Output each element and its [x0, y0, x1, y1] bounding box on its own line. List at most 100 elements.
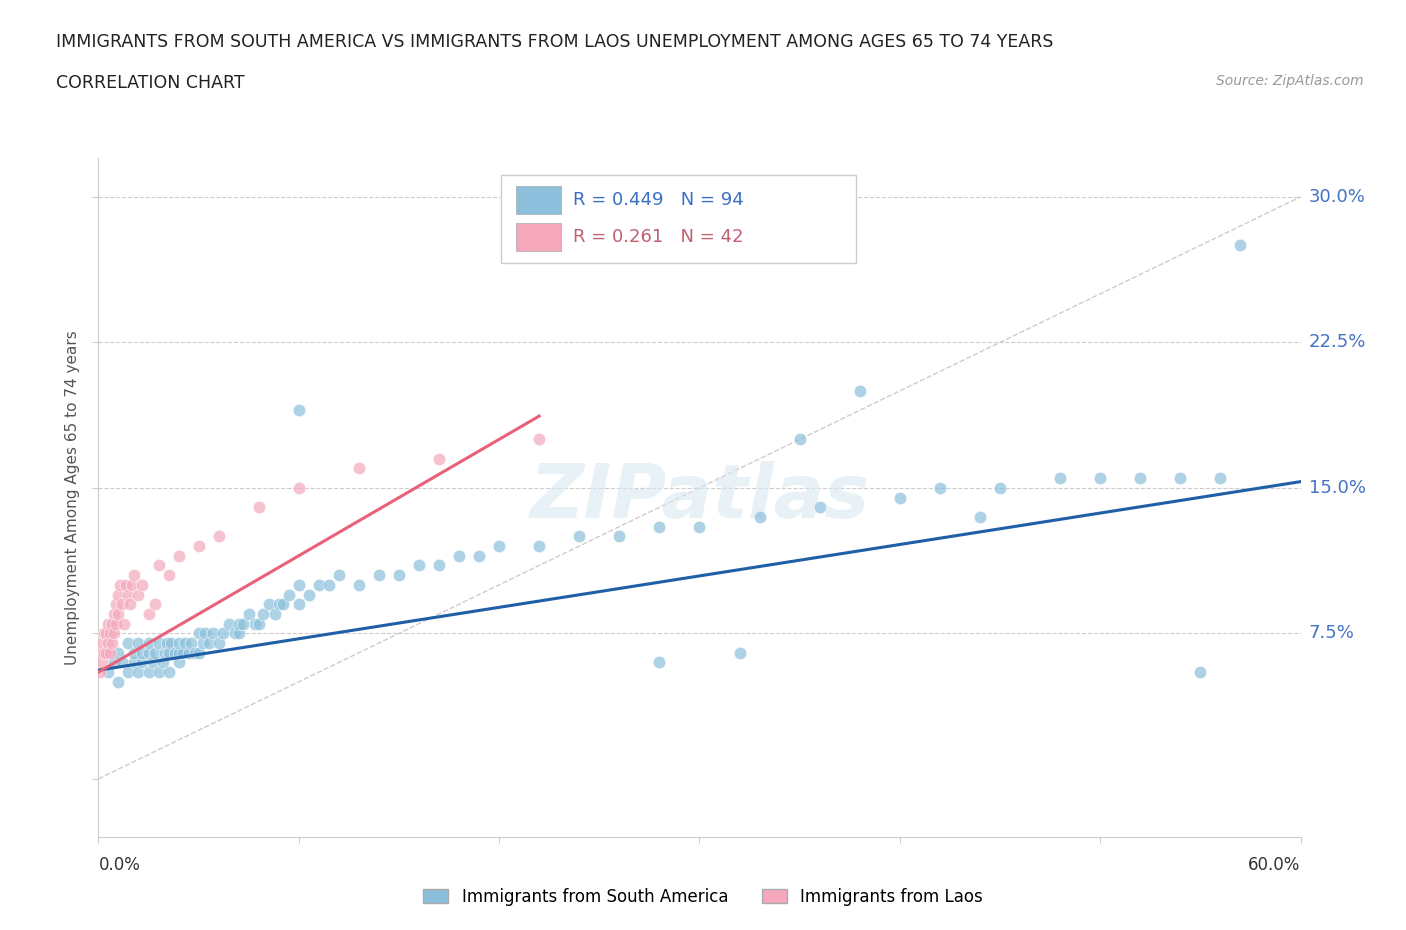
Point: [183, 645, 205, 660]
Point: [347, 461, 370, 476]
Point: [308, 578, 330, 592]
Point: [988, 481, 1011, 496]
Point: [247, 617, 270, 631]
Point: [187, 626, 209, 641]
Point: [288, 597, 311, 612]
Point: [101, 617, 124, 631]
Point: [1189, 665, 1212, 680]
Point: [157, 645, 180, 660]
Point: [568, 529, 591, 544]
Point: [111, 597, 134, 612]
Point: [167, 655, 190, 670]
Point: [728, 645, 751, 660]
Point: [267, 597, 290, 612]
Point: [201, 626, 224, 641]
Point: [97, 617, 120, 631]
Point: [609, 529, 631, 544]
Point: [529, 538, 551, 553]
Point: [148, 558, 170, 573]
Point: [243, 617, 266, 631]
Point: [152, 655, 174, 670]
Point: [247, 499, 270, 514]
Point: [277, 587, 299, 602]
Point: [808, 499, 831, 514]
Point: [107, 606, 129, 621]
Point: [124, 645, 146, 660]
Point: [131, 655, 153, 670]
Point: [103, 626, 125, 641]
Point: [232, 617, 254, 631]
Point: [228, 626, 250, 641]
Text: 60.0%: 60.0%: [1249, 856, 1301, 873]
Point: [115, 578, 138, 592]
Point: [107, 674, 129, 689]
Point: [187, 538, 209, 553]
Point: [120, 597, 142, 612]
Point: [197, 635, 219, 650]
Text: R = 0.449   N = 94: R = 0.449 N = 94: [574, 192, 744, 209]
Point: [194, 626, 217, 641]
Point: [447, 549, 470, 564]
Point: [105, 597, 128, 612]
Point: [101, 635, 124, 650]
Point: [141, 655, 163, 670]
Point: [167, 549, 190, 564]
Point: [208, 635, 231, 650]
Point: [117, 665, 139, 680]
Point: [488, 538, 510, 553]
Point: [218, 617, 240, 631]
Point: [1129, 471, 1152, 485]
Point: [180, 635, 202, 650]
Point: [929, 481, 952, 496]
Point: [288, 403, 311, 418]
Y-axis label: Unemployment Among Ages 65 to 74 years: Unemployment Among Ages 65 to 74 years: [65, 330, 80, 665]
Text: 15.0%: 15.0%: [1309, 479, 1365, 497]
Point: [368, 567, 391, 582]
Point: [167, 645, 190, 660]
Point: [849, 383, 872, 398]
Point: [138, 645, 160, 660]
Point: [224, 626, 246, 641]
Point: [288, 481, 311, 496]
Point: [263, 606, 285, 621]
Point: [1229, 238, 1251, 253]
Point: [172, 645, 194, 660]
Point: [91, 655, 114, 670]
FancyBboxPatch shape: [516, 222, 561, 251]
Point: [103, 606, 125, 621]
Point: [252, 606, 274, 621]
Point: [228, 617, 250, 631]
Point: [347, 578, 370, 592]
Point: [211, 626, 233, 641]
Point: [138, 606, 160, 621]
Point: [1088, 471, 1111, 485]
Point: [100, 645, 122, 660]
Point: [117, 635, 139, 650]
Point: [1170, 471, 1192, 485]
Point: [143, 645, 166, 660]
Point: [408, 558, 430, 573]
Point: [153, 645, 176, 660]
Point: [288, 578, 311, 592]
Text: Source: ZipAtlas.com: Source: ZipAtlas.com: [1216, 74, 1364, 88]
Point: [427, 451, 450, 466]
Point: [167, 635, 190, 650]
Text: 22.5%: 22.5%: [1309, 333, 1367, 352]
Point: [177, 645, 200, 660]
Point: [427, 558, 450, 573]
Point: [138, 665, 160, 680]
Point: [187, 645, 209, 660]
Point: [157, 567, 180, 582]
Point: [318, 578, 340, 592]
Point: [208, 529, 231, 544]
Point: [148, 665, 170, 680]
Point: [89, 645, 111, 660]
Point: [173, 635, 195, 650]
Point: [1209, 471, 1232, 485]
Point: [100, 626, 122, 641]
Text: 0.0%: 0.0%: [98, 856, 141, 873]
Point: [121, 578, 143, 592]
Point: [128, 587, 150, 602]
Point: [969, 510, 991, 525]
Point: [97, 635, 120, 650]
